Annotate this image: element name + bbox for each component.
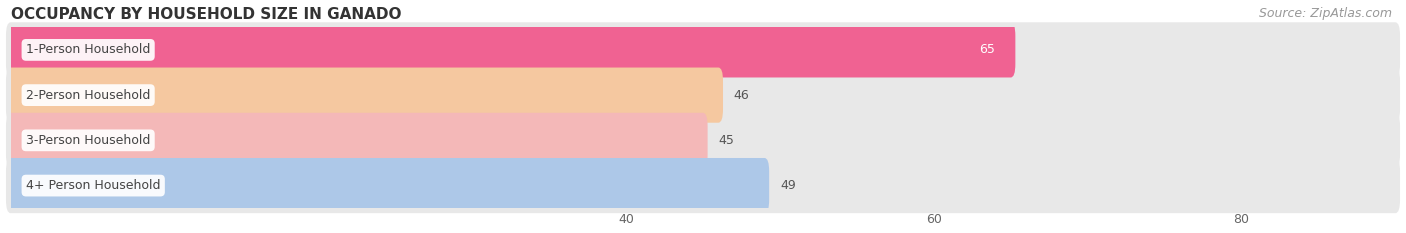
FancyBboxPatch shape xyxy=(6,22,1400,78)
Text: OCCUPANCY BY HOUSEHOLD SIZE IN GANADO: OCCUPANCY BY HOUSEHOLD SIZE IN GANADO xyxy=(11,7,401,22)
Text: 2-Person Household: 2-Person Household xyxy=(25,89,150,102)
Bar xyxy=(11,27,1395,72)
Text: Source: ZipAtlas.com: Source: ZipAtlas.com xyxy=(1258,7,1392,20)
Text: 4+ Person Household: 4+ Person Household xyxy=(25,179,160,192)
Text: 65: 65 xyxy=(980,43,995,56)
FancyBboxPatch shape xyxy=(6,22,1015,78)
FancyBboxPatch shape xyxy=(6,158,769,213)
FancyBboxPatch shape xyxy=(6,113,1400,168)
Text: 49: 49 xyxy=(780,179,796,192)
Text: 3-Person Household: 3-Person Household xyxy=(25,134,150,147)
Text: 45: 45 xyxy=(718,134,734,147)
Text: 1-Person Household: 1-Person Household xyxy=(25,43,150,56)
Bar xyxy=(11,72,1395,118)
FancyBboxPatch shape xyxy=(6,68,723,123)
FancyBboxPatch shape xyxy=(6,68,1400,123)
Text: 46: 46 xyxy=(734,89,749,102)
Bar xyxy=(11,163,1395,208)
Bar xyxy=(11,118,1395,163)
FancyBboxPatch shape xyxy=(6,158,1400,213)
FancyBboxPatch shape xyxy=(6,113,707,168)
